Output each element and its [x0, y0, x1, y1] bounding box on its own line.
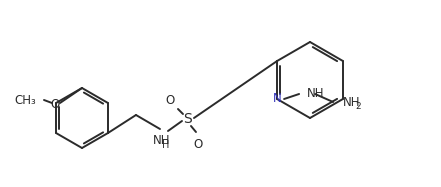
Text: N: N — [273, 91, 281, 105]
Text: H: H — [162, 140, 170, 150]
Text: NH: NH — [153, 134, 171, 147]
Text: O: O — [50, 97, 60, 111]
Text: NH: NH — [343, 96, 361, 108]
Text: O: O — [193, 137, 202, 151]
Text: CH₃: CH₃ — [14, 94, 36, 107]
Text: 2: 2 — [355, 102, 361, 111]
Text: NH: NH — [307, 87, 325, 99]
Text: O: O — [165, 94, 175, 107]
Text: S: S — [183, 112, 192, 126]
